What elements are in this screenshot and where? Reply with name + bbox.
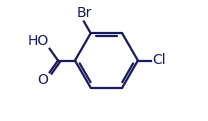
Text: Cl: Cl xyxy=(152,53,166,68)
Text: O: O xyxy=(38,73,48,87)
Text: HO: HO xyxy=(28,34,49,48)
Text: Br: Br xyxy=(76,6,92,20)
